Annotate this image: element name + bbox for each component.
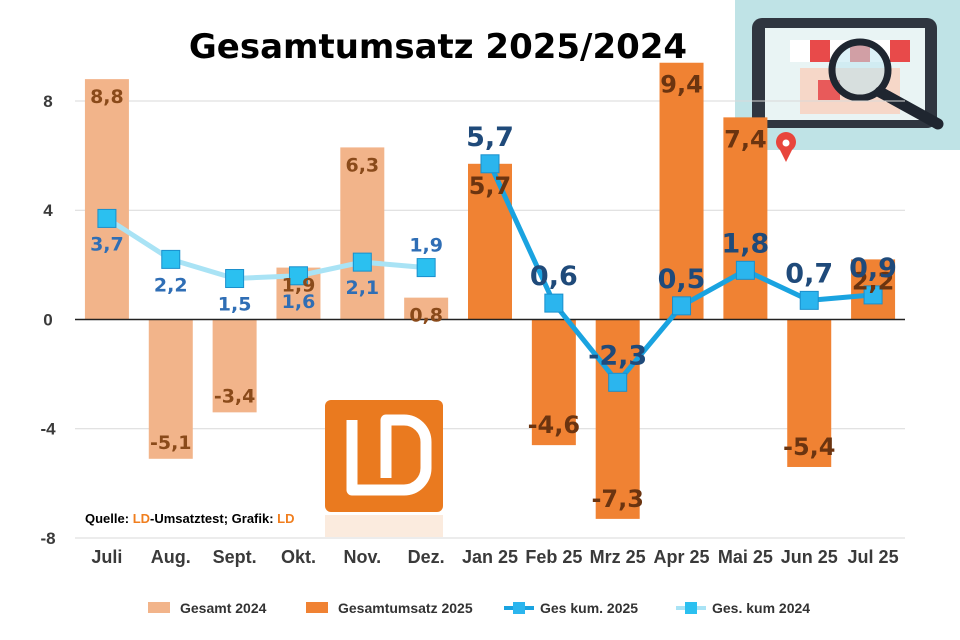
- bar-data-label: 9,4: [660, 71, 703, 99]
- bar-data-label: -7,3: [591, 485, 643, 513]
- x-tick-label: Mrz 25: [590, 547, 646, 567]
- line-marker: [480, 154, 500, 174]
- line-data-label: 0,6: [530, 261, 578, 292]
- bar: [531, 319, 576, 446]
- legend-label: Gesamtumsatz 2025: [338, 600, 473, 616]
- logo-letters: [346, 414, 432, 496]
- line-marker: [288, 266, 308, 286]
- ld-logo: [325, 400, 443, 537]
- line-data-label: 0,7: [785, 258, 833, 289]
- line-data-label: 1,9: [409, 235, 443, 257]
- x-tick-label: Jun 25: [781, 547, 838, 567]
- legend-marker: [685, 602, 697, 614]
- line-data-label: 1,8: [721, 228, 769, 259]
- bar: [659, 62, 704, 320]
- line-marker: [544, 293, 564, 313]
- x-tick-label: Apr 25: [654, 547, 710, 567]
- line-marker: [352, 252, 372, 272]
- line-marker: [225, 269, 245, 289]
- x-tick-label: Nov.: [343, 547, 381, 567]
- bar-data-label: 2,2: [852, 267, 895, 295]
- y-tick-label: 4: [43, 201, 53, 220]
- y-tick-label: 8: [43, 92, 52, 111]
- bar: [148, 319, 193, 459]
- x-tick-label: Sept.: [213, 547, 257, 567]
- source-note: Quelle: LD-Umsatztest; Grafik: LD: [85, 511, 295, 526]
- line-marker: [608, 372, 628, 392]
- bar: [723, 117, 768, 320]
- bar-data-label: 8,8: [90, 86, 124, 108]
- x-tick-label: Jan 25: [462, 547, 518, 567]
- logo-reflection: [325, 515, 443, 537]
- y-tick-label: -4: [40, 420, 56, 439]
- bar: [468, 163, 512, 320]
- chart-title: Gesamtumsatz 2025/2024: [189, 27, 687, 67]
- line-marker: [735, 260, 755, 280]
- bar-data-label: -3,4: [214, 385, 256, 407]
- line-data-label: 1,6: [282, 291, 316, 313]
- legend: Gesamt 2024 Gesamtumsatz 2025 Ges kum. 202…: [148, 600, 810, 616]
- line-marker: [799, 290, 819, 310]
- line-data-label: 3,7: [90, 233, 124, 255]
- line-data-label: 1,5: [218, 294, 252, 316]
- legend-label: Gesamt 2024: [180, 600, 267, 616]
- bar: [595, 319, 640, 519]
- bar: [340, 147, 385, 320]
- legend-swatch: [306, 602, 328, 613]
- bar: [787, 319, 832, 467]
- line-data-label: 2,1: [345, 277, 379, 299]
- line-data-label: 0,5: [658, 264, 706, 295]
- line-marker: [416, 258, 436, 278]
- bar: [404, 297, 449, 320]
- bar-data-label: 1,9: [282, 275, 316, 297]
- x-tick-label: Aug.: [151, 547, 191, 567]
- line-data-label: 0,9: [849, 253, 897, 284]
- x-tick-label: Jul 25: [848, 547, 899, 567]
- bar-data-label: 7,4: [724, 125, 767, 153]
- y-tick-label: 0: [43, 310, 52, 329]
- bar-data-label: -4,6: [528, 411, 580, 439]
- line-marker: [863, 285, 883, 305]
- y-tick-label: -8: [40, 529, 55, 548]
- line-marker: [161, 249, 181, 269]
- line-marker: [97, 208, 117, 228]
- legend-marker: [513, 602, 525, 614]
- x-tick-label: Dez.: [408, 547, 445, 567]
- bar-data-label: 5,7: [469, 172, 512, 200]
- legend-swatch: [148, 602, 170, 613]
- legend-label: Ges kum. 2025: [540, 600, 638, 616]
- x-tick-label: Feb 25: [525, 547, 582, 567]
- bar-data-label: -5,1: [150, 432, 192, 454]
- line-marker: [672, 296, 692, 316]
- x-tick-label: Mai 25: [718, 547, 773, 567]
- shop-search-illustration: [735, 0, 960, 162]
- bar-data-label: 0,8: [409, 305, 443, 327]
- line-data-label: 2,2: [154, 274, 188, 296]
- x-tick-label: Okt.: [281, 547, 316, 567]
- bar: [212, 319, 257, 413]
- bar-data-label: 6,3: [345, 154, 379, 176]
- legend-label: Ges. kum 2024: [712, 600, 810, 616]
- bar: [84, 79, 129, 320]
- series-line: [105, 216, 427, 282]
- line-data-label: 5,7: [466, 122, 514, 153]
- line-data-label: -2,3: [588, 340, 647, 371]
- bar-data-label: -5,4: [783, 433, 835, 461]
- x-tick-label: Juli: [91, 547, 122, 567]
